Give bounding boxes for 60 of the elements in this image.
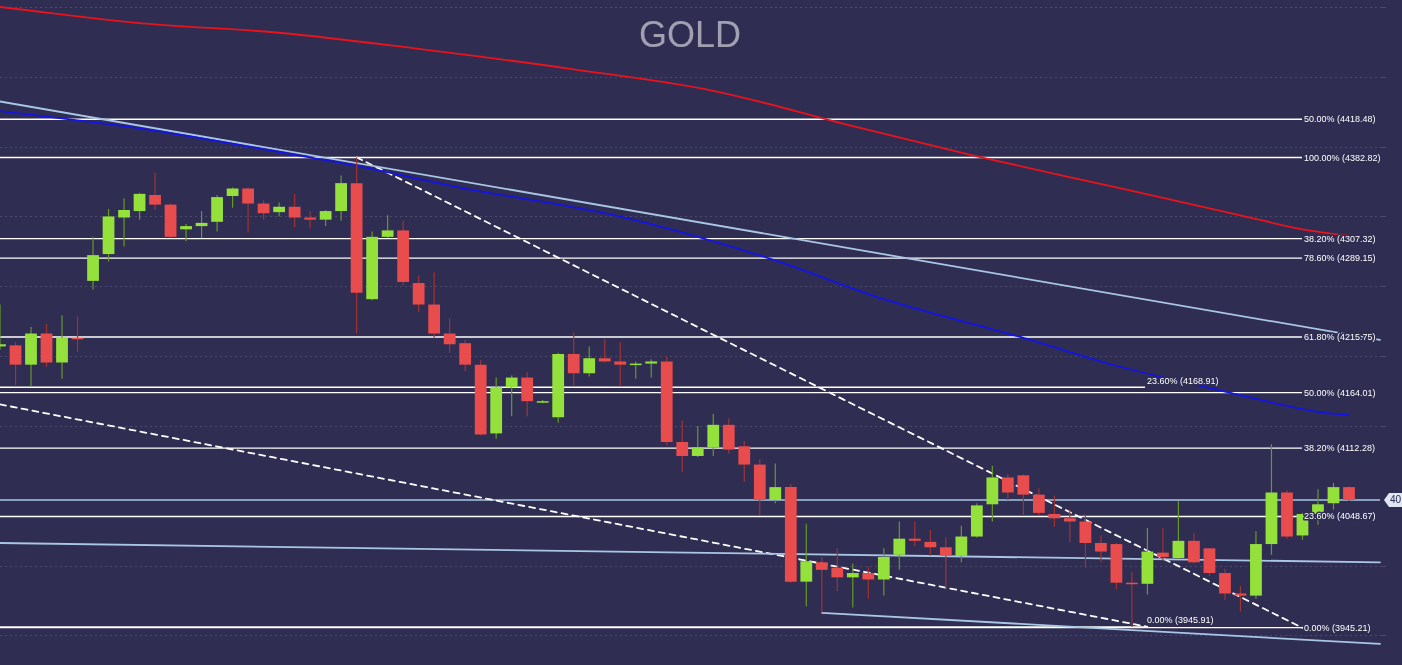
candlestick xyxy=(676,419,689,473)
candlestick xyxy=(815,556,828,614)
candlestick xyxy=(893,520,906,571)
candlestick xyxy=(521,371,534,417)
ref-line-label: 0.00% (3945.21) xyxy=(1304,622,1371,633)
candlestick xyxy=(1017,473,1030,517)
candlestick xyxy=(846,562,859,609)
candlestick xyxy=(133,192,146,221)
candlestick xyxy=(118,197,130,248)
candlestick xyxy=(831,547,844,592)
candlestick xyxy=(1219,568,1231,601)
candlestick xyxy=(1234,585,1247,613)
candlestick xyxy=(288,193,301,228)
ref-line-label: 23.60% (4168.91) xyxy=(1147,375,1219,386)
candlestick xyxy=(304,210,316,229)
candlestick xyxy=(1064,509,1076,543)
candlestick xyxy=(800,523,813,607)
candlestick xyxy=(645,358,658,379)
candlestick xyxy=(1172,500,1185,560)
ref-line-label: 38.20% (4112.28) xyxy=(1304,443,1375,454)
candlestick xyxy=(1157,527,1169,561)
candlestick xyxy=(180,223,192,242)
ref-line-label: 78.60% (4289.15) xyxy=(1304,253,1376,264)
candlestick xyxy=(242,186,254,234)
candlestick xyxy=(1188,532,1200,564)
candlestick xyxy=(1327,482,1340,511)
candlestick xyxy=(939,537,952,589)
ref-line-label: 50.00% (4164.01) xyxy=(1304,387,1376,398)
candlestick xyxy=(1032,487,1045,516)
candlestick xyxy=(598,338,611,364)
candlestick xyxy=(567,331,580,387)
candlestick xyxy=(1048,495,1061,528)
chart-title: GOLD xyxy=(638,14,742,55)
candlestick xyxy=(769,462,782,504)
candlestick xyxy=(273,201,285,218)
ref-line-label: 0.00% (3945.91) xyxy=(1147,615,1214,626)
candlestick xyxy=(707,413,720,457)
candlestick xyxy=(691,425,704,458)
candlestick xyxy=(614,341,627,387)
ref-line-label: 100.00% (4382.82) xyxy=(1304,152,1381,163)
ref-line-label: 50.00% (4418.48) xyxy=(1304,114,1376,125)
candlestick xyxy=(443,317,456,354)
candlestick xyxy=(955,525,968,563)
candlestick xyxy=(381,214,394,239)
candlestick xyxy=(924,529,937,557)
candlestick xyxy=(908,520,921,547)
candlestick xyxy=(877,547,890,597)
candlestick xyxy=(505,374,518,417)
ref-line-label: 38.20% (4307.32) xyxy=(1304,233,1376,244)
candlestick xyxy=(459,339,472,372)
candlestick xyxy=(1079,513,1092,569)
candlestick xyxy=(1001,473,1014,501)
candlestick xyxy=(1095,534,1107,563)
candlestick xyxy=(9,341,22,386)
candlestick xyxy=(149,171,161,211)
candlestick xyxy=(738,440,751,483)
candlestick xyxy=(412,274,425,313)
text: 40 xyxy=(1390,494,1402,506)
candlestick xyxy=(862,566,875,600)
candlestick xyxy=(583,345,596,378)
